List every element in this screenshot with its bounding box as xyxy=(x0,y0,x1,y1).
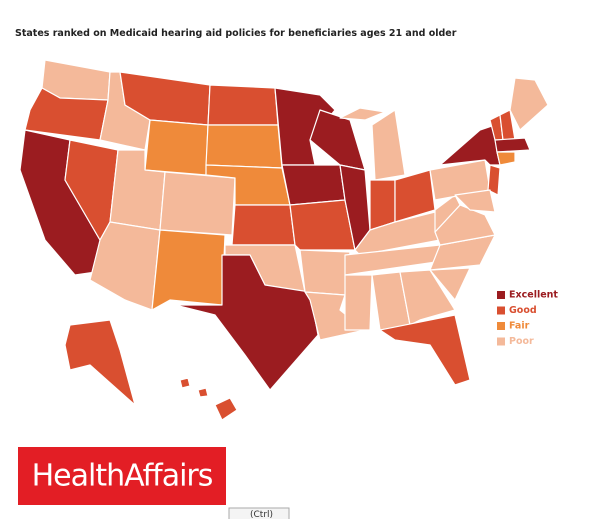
state xyxy=(214,397,238,421)
legend: Excellent Good Fair Poor xyxy=(497,290,558,347)
legend-swatch xyxy=(497,306,505,315)
title: States ranked on Medicaid hearing aid po… xyxy=(15,28,457,39)
paste-button[interactable] xyxy=(228,507,290,519)
state xyxy=(144,119,209,176)
state xyxy=(399,269,456,326)
state xyxy=(179,377,191,389)
state xyxy=(509,77,549,131)
state xyxy=(496,151,516,166)
state xyxy=(379,314,471,386)
state xyxy=(487,164,501,196)
state xyxy=(369,179,396,231)
state xyxy=(289,199,356,251)
state xyxy=(207,84,279,126)
legend-swatch xyxy=(497,322,505,330)
logo: HealthAffairs xyxy=(32,459,213,494)
legend-label: Excellent xyxy=(509,290,558,301)
state xyxy=(281,164,346,206)
state xyxy=(151,229,226,311)
state xyxy=(429,267,471,301)
legend-label: Good xyxy=(509,305,537,316)
legend-label: Poor xyxy=(509,336,534,347)
state xyxy=(174,254,319,391)
state xyxy=(344,274,373,331)
state xyxy=(299,249,351,296)
state xyxy=(64,319,136,406)
state xyxy=(339,107,386,121)
logo-box xyxy=(18,447,226,505)
state xyxy=(494,137,531,153)
paste-button-label: (Ctrl) xyxy=(250,510,273,519)
state xyxy=(434,194,461,233)
state xyxy=(371,109,406,181)
legend-swatch xyxy=(497,337,505,346)
state xyxy=(159,171,236,236)
states xyxy=(19,59,549,421)
legend-label: Fair xyxy=(509,321,530,332)
state xyxy=(231,204,296,246)
state xyxy=(197,387,209,398)
legend-swatch xyxy=(497,291,505,299)
state xyxy=(439,124,501,166)
state xyxy=(205,124,283,169)
state xyxy=(454,189,496,213)
